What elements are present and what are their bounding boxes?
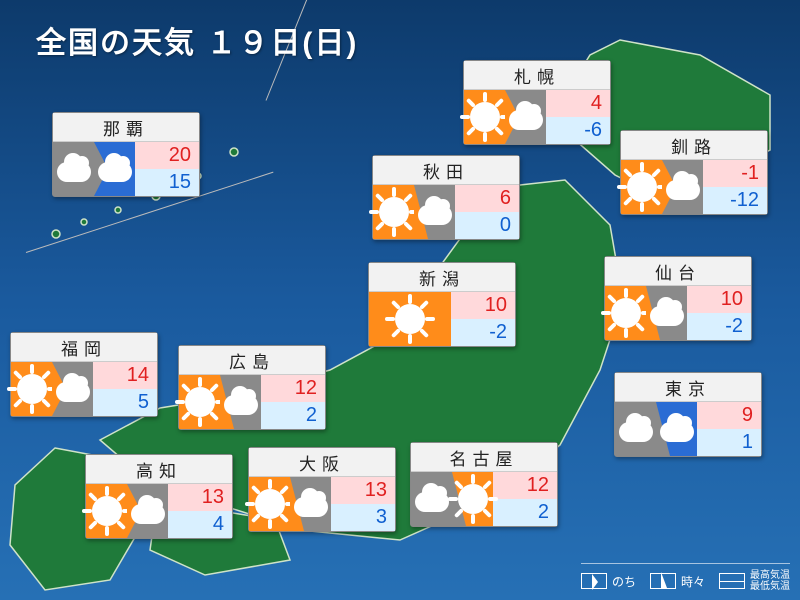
city-name: 大阪 (249, 448, 395, 477)
city-name: 秋田 (373, 156, 519, 185)
weather-cloudy-icon (646, 286, 687, 340)
forecast-card: 東京 9 1 (614, 372, 762, 457)
legend-hi-label: 最高気温 (750, 570, 790, 581)
low-temp: -2 (451, 319, 515, 346)
legend-temp: 最高気温 最低気温 (719, 570, 790, 592)
low-temp: -2 (687, 313, 751, 340)
weather-sunny-icon (605, 286, 646, 340)
legend-tokidoki-icon (650, 573, 676, 589)
legend-nochi-label: のち (612, 573, 636, 590)
weather-cloudy-icon (290, 477, 331, 531)
low-temp: 15 (135, 169, 199, 196)
low-temp: 3 (331, 504, 395, 531)
forecast-card: 高知 13 4 (85, 454, 233, 539)
weather-sunny-icon (464, 90, 505, 144)
low-temp: 1 (697, 429, 761, 456)
high-temp: 12 (493, 472, 557, 499)
weather-sunny-icon (11, 362, 52, 416)
city-name: 仙台 (605, 257, 751, 286)
legend: のち 時々 最高気温 最低気温 (581, 563, 790, 592)
weather-cloudy-icon (414, 185, 455, 239)
weather-cloudy-icon (505, 90, 546, 144)
weather-cloudy-icon (127, 484, 168, 538)
legend-lo-label: 最低気温 (750, 581, 790, 592)
city-name: 札幌 (464, 61, 610, 90)
city-name: 高知 (86, 455, 232, 484)
legend-nochi: のち (581, 573, 636, 590)
legend-tokidoki-label: 時々 (681, 573, 705, 590)
weather-rainy-icon (94, 142, 135, 196)
low-temp: 0 (455, 212, 519, 239)
weather-cloudy-icon (411, 472, 452, 526)
city-name: 那覇 (53, 113, 199, 142)
high-temp: 6 (455, 185, 519, 212)
forecast-card: 秋田 6 0 (372, 155, 520, 240)
weather-sunny-icon (373, 185, 414, 239)
city-name: 福岡 (11, 333, 157, 362)
forecast-card: 釧路 -1 -12 (620, 130, 768, 215)
low-temp: 5 (93, 389, 157, 416)
low-temp: 2 (261, 402, 325, 429)
high-temp: 10 (451, 292, 515, 319)
city-name: 新潟 (369, 263, 515, 292)
weather-sunny-icon (621, 160, 662, 214)
high-temp: 13 (168, 484, 232, 511)
weather-cloudy-icon (615, 402, 656, 456)
forecast-card: 新潟 10 -2 (368, 262, 516, 347)
weather-sunny-icon (179, 375, 220, 429)
weather-sunny-icon (86, 484, 127, 538)
city-name: 広島 (179, 346, 325, 375)
weather-sunny-icon (452, 472, 493, 526)
weather-cloudy-icon (662, 160, 703, 214)
legend-tokidoki: 時々 (650, 573, 705, 590)
high-temp: 10 (687, 286, 751, 313)
high-temp: 12 (261, 375, 325, 402)
low-temp: -12 (703, 187, 767, 214)
low-temp: 4 (168, 511, 232, 538)
high-temp: -1 (703, 160, 767, 187)
weather-sunny-icon (369, 292, 451, 346)
high-temp: 9 (697, 402, 761, 429)
legend-temp-icon (719, 573, 745, 589)
high-temp: 4 (546, 90, 610, 117)
forecast-card: 福岡 14 5 (10, 332, 158, 417)
city-name: 釧路 (621, 131, 767, 160)
low-temp: -6 (546, 117, 610, 144)
high-temp: 14 (93, 362, 157, 389)
page-title: 全国の天気 １９日(日) (36, 18, 358, 62)
legend-nochi-icon (581, 573, 607, 589)
high-temp: 20 (135, 142, 199, 169)
weather-cloudy-icon (52, 362, 93, 416)
high-temp: 13 (331, 477, 395, 504)
weather-cloudy-icon (53, 142, 94, 196)
forecast-card: 大阪 13 3 (248, 447, 396, 532)
city-name: 名古屋 (411, 443, 557, 472)
forecast-card: 広島 12 2 (178, 345, 326, 430)
forecast-card: 仙台 10 -2 (604, 256, 752, 341)
forecast-card: 名古屋 12 2 (410, 442, 558, 527)
forecast-card: 那覇 20 15 (52, 112, 200, 197)
forecast-card: 札幌 4 -6 (463, 60, 611, 145)
weather-rainy-icon (656, 402, 697, 456)
weather-cloudy-icon (220, 375, 261, 429)
low-temp: 2 (493, 499, 557, 526)
weather-sunny-icon (249, 477, 290, 531)
city-name: 東京 (615, 373, 761, 402)
